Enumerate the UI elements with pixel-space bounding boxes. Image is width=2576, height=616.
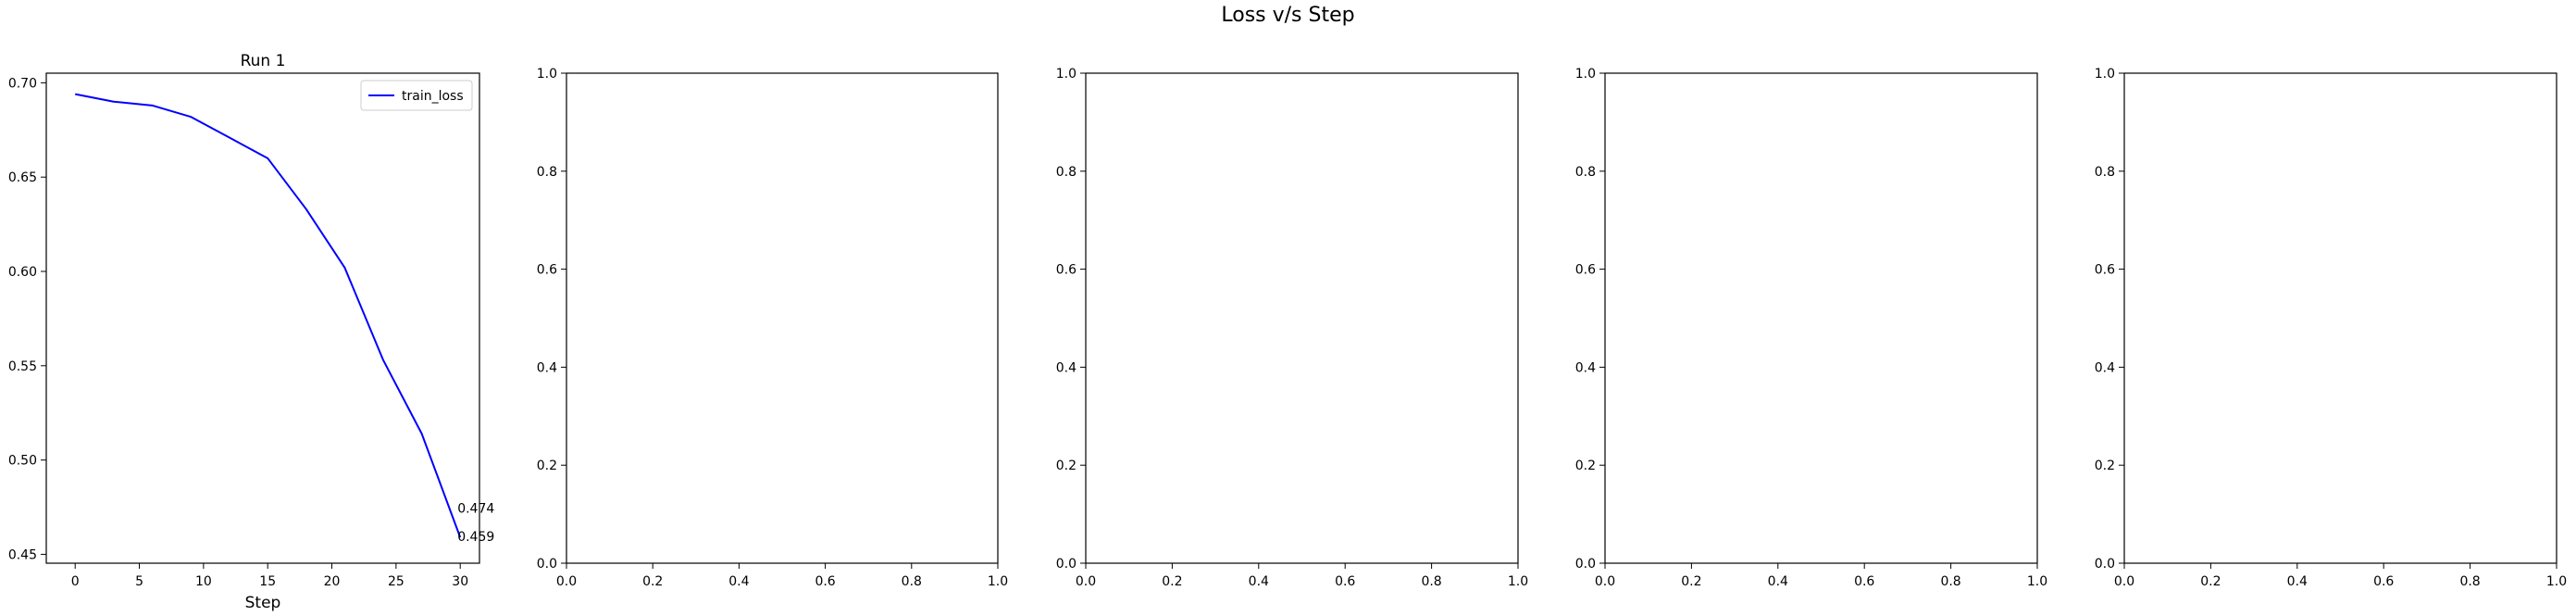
x-tick-label: 0.4: [2287, 574, 2308, 589]
axes-frame: [1085, 72, 1519, 564]
x-tick-label: 0.4: [728, 574, 749, 589]
x-tick-label: 0.6: [1335, 574, 1355, 589]
x-tick-label: 0.4: [1768, 574, 1788, 589]
subplot-3: 0.0 0.2 0.4 0.6 0.8 1.0 0.0 0.2 0.4 0.6 0.8 1.0: [1056, 67, 1528, 589]
subplot-5: 0.0 0.2 0.4 0.6 0.8 1.0 0.0 0.2 0.4 0.6 0.8 1.0: [2095, 67, 2567, 589]
x-tick-label: 1.0: [1508, 574, 1528, 589]
x-tick-label: 0.2: [642, 574, 663, 589]
x-tick-label: 20: [324, 574, 341, 589]
axes-frame: [566, 72, 999, 564]
x-tick-label: 0.6: [815, 574, 835, 589]
x-tick-label: 30: [452, 574, 468, 589]
subplot-4: 0.0 0.2 0.4 0.6 0.8 1.0 0.0 0.2 0.4 0.6 0.8 1.0: [1575, 67, 2047, 589]
subplot-title: Run 1: [241, 52, 286, 70]
y-tick-label: 0.0: [1575, 557, 1596, 572]
y-tick-label: 0.2: [1575, 459, 1596, 473]
x-tick-label: 0.0: [2114, 574, 2134, 589]
axes-frame: [1604, 72, 2038, 564]
x-tick-label: 0.8: [2459, 574, 2480, 589]
y-tick-label: 0.4: [2095, 360, 2115, 375]
y-tick-label: 0.4: [1056, 360, 1076, 375]
x-tick-label: 0.8: [1421, 574, 1441, 589]
y-tick-label: 0.0: [1056, 557, 1076, 572]
y-tick-label: 1.0: [2095, 67, 2115, 82]
x-tick-label: 0.6: [2373, 574, 2394, 589]
x-tick-label: 0.4: [1249, 574, 1269, 589]
y-tick-label: 0.8: [1056, 165, 1076, 180]
legend-label: train_loss: [402, 89, 464, 104]
y-tick-label: 0.0: [537, 557, 557, 572]
x-tick-label: 0: [71, 574, 80, 589]
x-tick-label: 10: [195, 574, 212, 589]
y-tick-label: 0.70: [8, 76, 37, 91]
x-tick-label: 5: [135, 574, 143, 589]
y-tick-label: 0.0: [2095, 557, 2115, 572]
y-tick-label: 0.50: [8, 454, 37, 469]
x-axis-label: Step: [245, 594, 281, 612]
x-tick-label: 25: [388, 574, 404, 589]
y-tick-label: 0.2: [2095, 459, 2115, 473]
y-tick-label: 0.2: [537, 459, 557, 473]
y-tick-label: 0.65: [8, 170, 37, 185]
y-tick-label: 1.0: [537, 67, 557, 82]
x-tick-label: 0.2: [1162, 574, 1182, 589]
y-tick-label: 0.45: [8, 547, 37, 562]
x-tick-label: 0.8: [1940, 574, 1960, 589]
value-annotation: 0.459: [457, 530, 494, 545]
y-tick-label: 0.6: [2095, 263, 2115, 278]
axes-frame: [45, 72, 480, 564]
x-tick-label: 1.0: [2027, 574, 2047, 589]
y-tick-label: 0.8: [1575, 165, 1596, 180]
y-tick-label: 1.0: [1575, 67, 1596, 82]
x-tick-label: 0.0: [1076, 574, 1096, 589]
y-tick-label: 0.6: [537, 263, 557, 278]
series-line-train_loss: [75, 93, 462, 538]
figure-title: Loss v/s Step: [1221, 4, 1355, 27]
subplot-1: 0 5 10 15 20 25 30 0.45 0.50 0.55 0.60 0.65 0.70 Run …: [8, 52, 495, 612]
y-tick-label: 0.2: [1056, 459, 1076, 473]
x-tick-label: 0.0: [556, 574, 577, 589]
x-tick-label: 1.0: [988, 574, 1008, 589]
x-tick-label: 0.2: [1681, 574, 1701, 589]
y-tick-label: 0.60: [8, 265, 37, 280]
subplot-2: 0.0 0.2 0.4 0.6 0.8 1.0 0.0 0.2 0.4 0.6 0.8 1.0: [537, 67, 1008, 589]
y-tick-label: 0.8: [2095, 165, 2115, 180]
legend-box: [360, 80, 473, 111]
x-tick-label: 0.2: [2200, 574, 2221, 589]
y-tick-label: 1.0: [1056, 67, 1076, 82]
y-tick-label: 0.4: [537, 360, 557, 375]
value-annotation: 0.474: [457, 502, 494, 517]
x-tick-label: 1.0: [2546, 574, 2567, 589]
y-tick-label: 0.8: [537, 165, 557, 180]
x-tick-label: 0.0: [1595, 574, 1615, 589]
y-tick-label: 0.6: [1056, 263, 1076, 278]
y-tick-label: 0.55: [8, 359, 37, 374]
y-tick-label: 0.4: [1575, 360, 1596, 375]
axes-frame: [2123, 72, 2557, 564]
x-tick-label: 15: [259, 574, 276, 589]
x-tick-label: 0.8: [902, 574, 922, 589]
y-tick-label: 0.6: [1575, 263, 1596, 278]
x-tick-label: 0.6: [1854, 574, 1874, 589]
